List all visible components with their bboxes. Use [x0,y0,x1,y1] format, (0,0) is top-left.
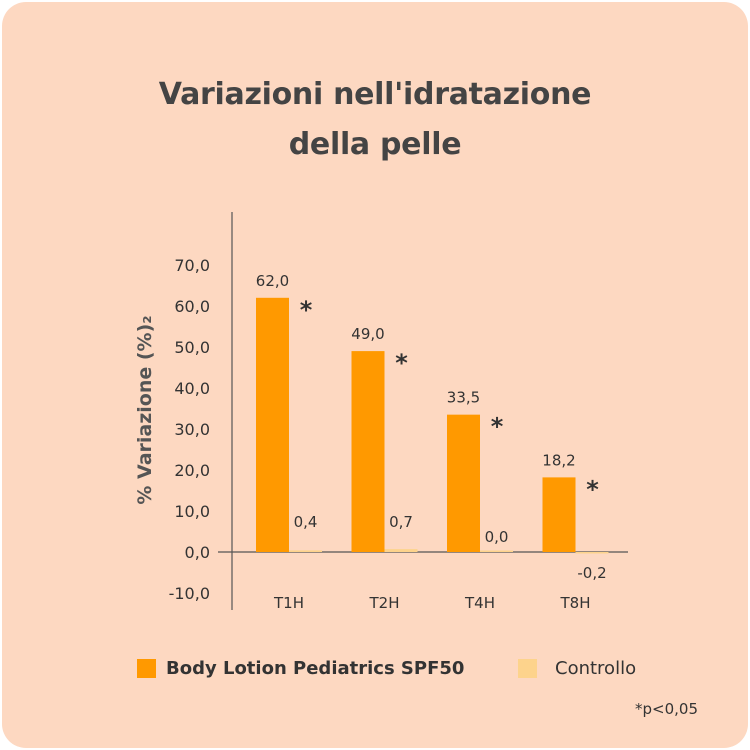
legend-swatch-body-lotion [137,659,156,678]
bar-controllo [384,549,418,552]
y-tick-label: 50,0 [174,338,210,357]
data-label-controllo: 0,7 [389,513,413,531]
significance-marker: * [491,413,504,441]
significance-marker: * [395,349,408,377]
y-tick-label: 60,0 [174,297,210,316]
x-tick-label: T4H [464,594,495,612]
y-tick-label: -10,0 [169,584,210,603]
x-tick-label: T2H [369,594,400,612]
data-label-body-lotion: 49,0 [351,325,384,343]
y-tick-label: 40,0 [174,379,210,398]
chart-title-line-2: della pelle [288,127,462,162]
data-label-body-lotion: 33,5 [447,389,480,407]
footnote: *p<0,05 [635,700,698,718]
data-label-controllo: 0,4 [294,513,318,531]
legend-label-body-lotion: Body Lotion Pediatrics SPF50 [166,658,465,679]
x-tick-label: T8H [560,594,591,612]
bar-body-lotion [447,414,480,552]
data-label-body-lotion: 18,2 [542,451,575,469]
bar-controllo [575,552,609,554]
chart-title: Variazioni nell'idratazione della pelle [0,70,750,170]
legend-item-body-lotion: Body Lotion Pediatrics SPF50 [137,658,464,679]
y-tick-label: 20,0 [174,461,210,480]
bar-body-lotion [351,351,385,552]
x-tick-label: T1H [273,594,304,612]
data-label-controllo: 0,0 [485,528,509,546]
y-tick-label: 0,0 [185,543,210,562]
bar-controllo [289,550,322,552]
y-tick-label: 30,0 [174,420,210,439]
chart-title-line-1: Variazioni nell'idratazione [158,77,592,112]
significance-marker: * [586,475,599,503]
data-label-controllo: -0,2 [577,564,606,582]
bar-body-lotion [542,477,576,552]
data-label-body-lotion: 62,0 [256,272,289,290]
legend-swatch-controllo [518,659,537,678]
significance-marker: * [300,296,313,324]
y-tick-label: 70,0 [174,256,210,275]
legend-label-controllo: Controllo [555,658,637,679]
y-tick-label: 10,0 [174,502,210,521]
bar-controllo [480,550,513,552]
bar-body-lotion [256,297,289,552]
legend-item-controllo: Controllo [518,658,636,679]
